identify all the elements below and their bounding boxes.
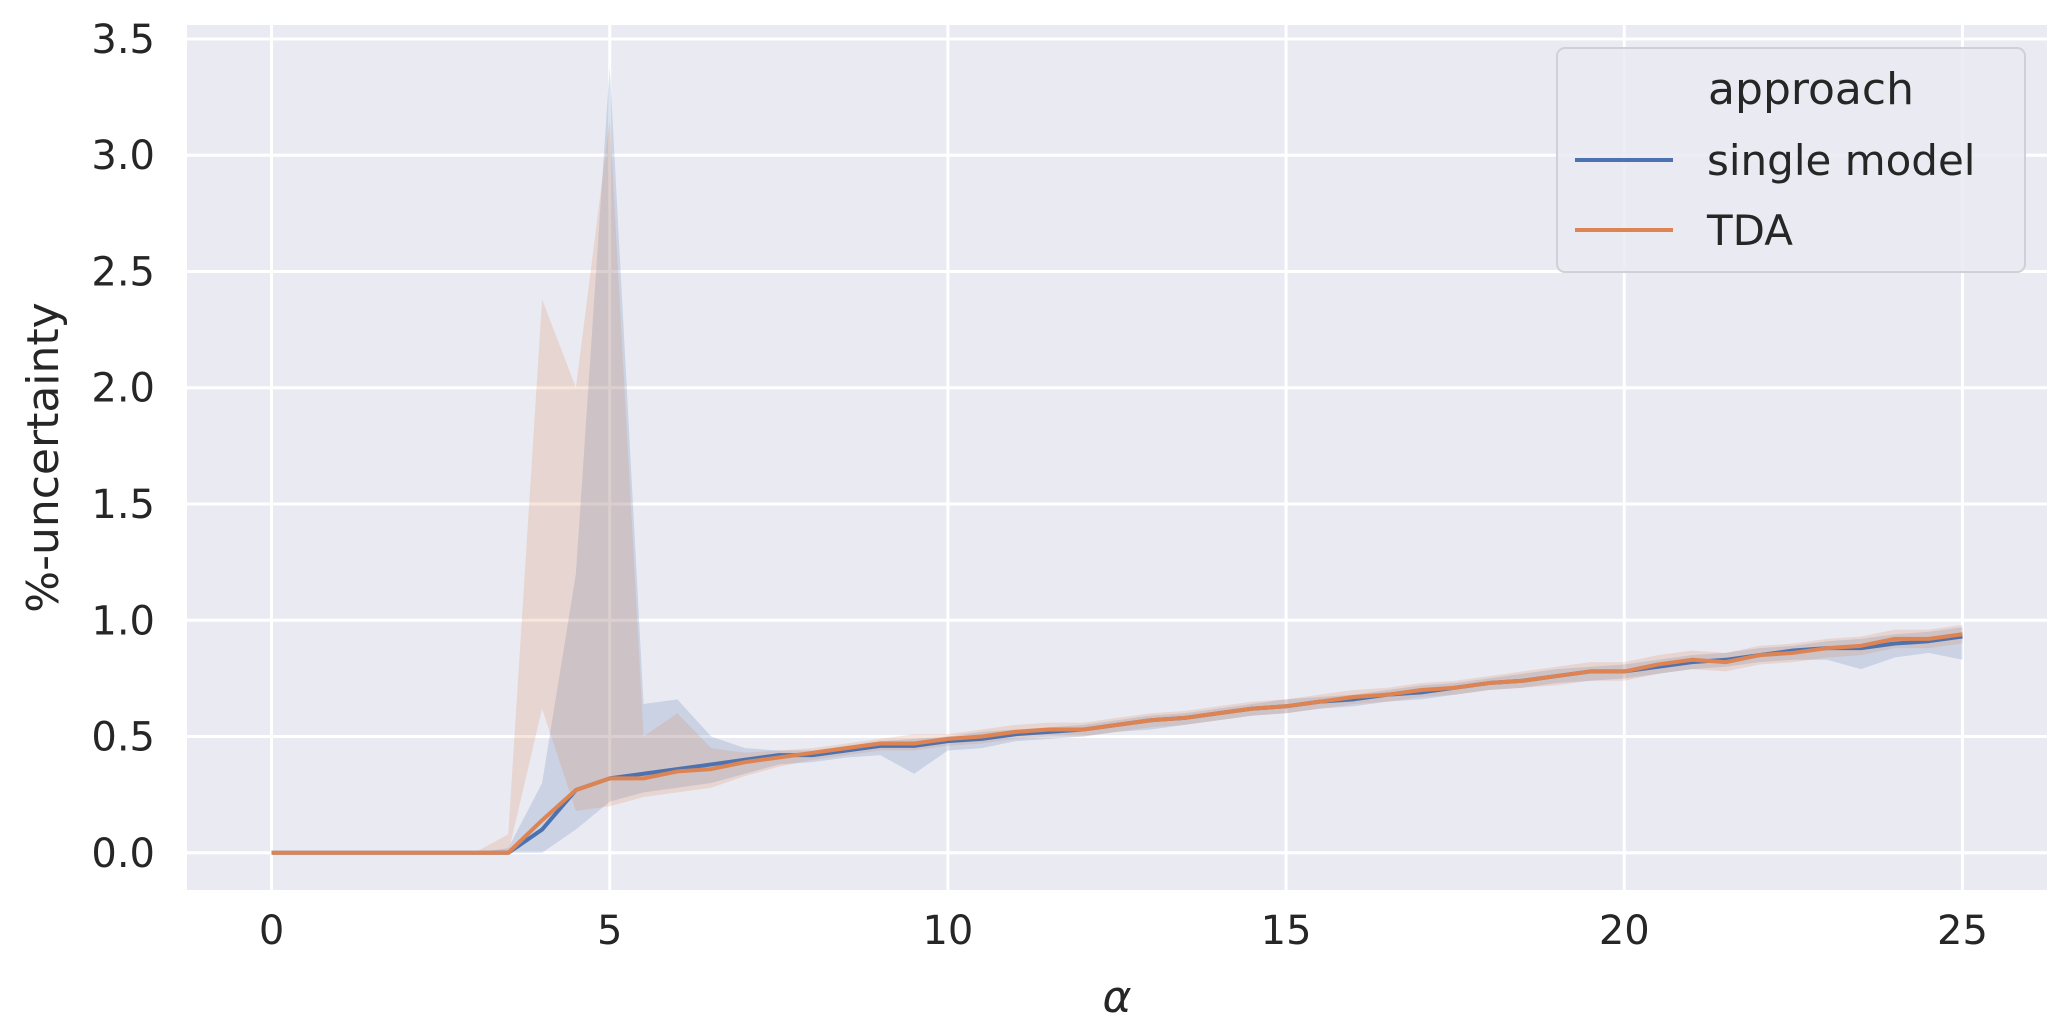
x-tick-label: 15	[1261, 908, 1312, 954]
x-axis-label: α	[1102, 972, 1131, 1023]
legend-box	[1556, 47, 2026, 273]
y-tick-label: 1.0	[91, 598, 155, 644]
series-line-1	[271, 632, 1963, 855]
series-lines	[271, 632, 1963, 855]
x-tick-label: 10	[922, 908, 973, 954]
y-axis-ticks: 0.0 0.5 1.0 1.5 2.0 2.5 3.0 3.5	[91, 17, 155, 877]
legend-entries: single model TDA	[1575, 136, 1975, 255]
legend-title: approach	[1708, 64, 1914, 115]
grid-lines	[187, 25, 2047, 890]
confidence-bands	[271, 66, 1963, 853]
x-tick-label: 25	[1937, 908, 1988, 954]
y-tick-label: 0.5	[91, 715, 155, 761]
x-tick-label: 5	[597, 908, 622, 954]
y-tick-label: 3.5	[91, 17, 155, 63]
y-tick-label: 2.0	[91, 366, 155, 412]
x-tick-label: 0	[259, 908, 284, 954]
y-tick-label: 2.5	[91, 249, 155, 295]
legend-label-0: single model	[1707, 136, 1975, 185]
y-tick-label: 1.5	[91, 482, 155, 528]
y-axis-label: %-uncertainty	[18, 302, 69, 612]
y-tick-label: 3.0	[91, 133, 155, 179]
legend: approach single model TDA	[1556, 47, 2026, 273]
legend-label-1: TDA	[1706, 206, 1793, 255]
y-tick-label: 0.0	[91, 831, 155, 877]
x-tick-label: 20	[1599, 908, 1650, 954]
confidence-band-0	[271, 66, 1963, 853]
confidence-band-1	[271, 120, 1963, 853]
x-axis-ticks: 0 5 10 15 20 25	[259, 908, 1988, 954]
